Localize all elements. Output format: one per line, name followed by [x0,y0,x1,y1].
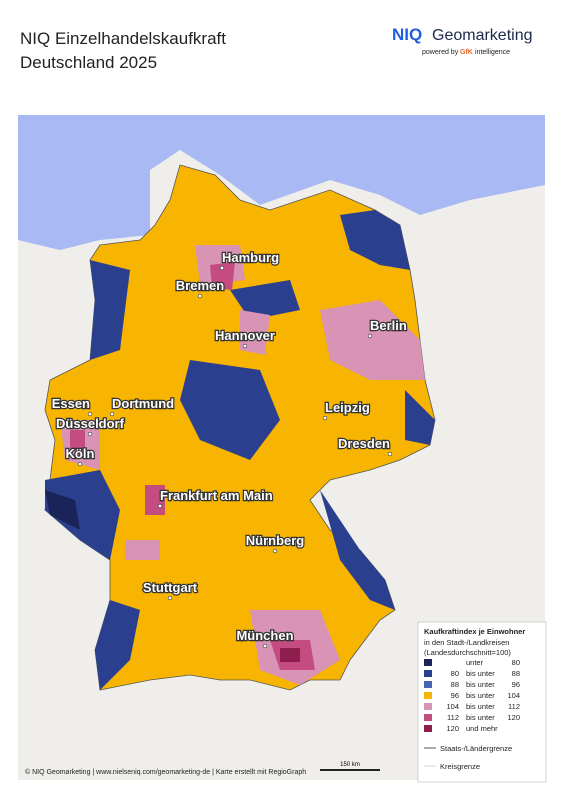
legend-swatch [424,681,432,688]
city-label: Bremen [176,278,224,293]
city-label: Stuttgart [143,580,198,595]
city-dot [367,333,373,339]
legend-border: Staats-/Ländergrenze [440,744,512,753]
legend-to: 96 [512,680,520,689]
brand-product: Geomarketing [432,27,533,44]
city-label: Frankfurt am Main [160,488,273,503]
legend-subtitle: in den Stadt-/Landkreisen [424,638,509,647]
scale-label: 150 km [340,762,360,768]
city-dot [387,451,393,457]
legend-swatch [424,670,432,677]
city-dot [87,411,93,417]
city-dot [272,548,278,554]
legend-to: 88 [512,669,520,678]
legend-from: 88 [451,680,459,689]
city-dot [322,415,328,421]
city-label: Düsseldorf [56,416,125,431]
city-dot [167,595,173,601]
legend-label: bis unter [466,691,495,700]
city-label: Dortmund [112,396,174,411]
legend-swatch [424,725,432,732]
legend-label: bis unter [466,669,495,678]
legend-swatch [424,659,432,666]
city-dot [262,643,268,649]
title: Deutschland 2025 [20,53,157,72]
brand: NIQ [392,25,422,44]
legend: Kaufkraftindex je Einwohner in den Stadt… [417,621,547,783]
city-label: Dresden [338,436,390,451]
legend-label: bis unter [466,680,495,689]
city-dot [77,461,83,467]
legend-swatch [424,714,432,721]
legend-to: 104 [507,691,520,700]
city-dot [242,343,248,349]
legend-label: und mehr [466,724,498,733]
city-label: Berlin [370,318,407,333]
legend-label: unter [466,658,484,667]
city-dot [157,503,163,509]
city-label: Essen [52,396,90,411]
legend-from: 120 [446,724,459,733]
legend-from: 112 [447,713,459,722]
legend-from: 96 [451,691,459,700]
city-dot [87,431,93,437]
city-label: Leipzig [325,400,370,415]
footer: © NIQ Geomarketing | www.nielseniq.com/g… [25,768,306,776]
city-dot [109,411,115,417]
map [18,115,545,780]
legend-to: 120 [507,713,520,722]
city-label: Hamburg [222,250,279,265]
city-dot [219,265,225,271]
city-dot [197,293,203,299]
legend-from: 104 [446,702,459,711]
city-label: Hannover [215,328,275,343]
legend-label: bis unter [466,713,495,722]
partner: GfK [460,49,473,56]
legend-from: 80 [451,669,459,678]
powered: powered by [422,49,459,56]
legend-subtitle: (Landesdurchschnitt=100) [424,648,511,657]
city-label: Köln [66,446,95,461]
legend-to: 80 [512,658,520,667]
legend-swatch [424,703,432,710]
legend-title: Kaufkraftindex je Einwohner [424,627,525,636]
legend-to: 112 [508,702,520,711]
legend-swatch [424,692,432,699]
city-label: Nürnberg [246,533,305,548]
legend-border: Kreisgrenze [440,762,480,771]
partner-suffix: intelligence [475,49,510,56]
city-label: München [236,628,293,643]
legend-label: bis unter [466,702,495,711]
title: NIQ Einzelhandelskaufkraft [20,29,226,48]
